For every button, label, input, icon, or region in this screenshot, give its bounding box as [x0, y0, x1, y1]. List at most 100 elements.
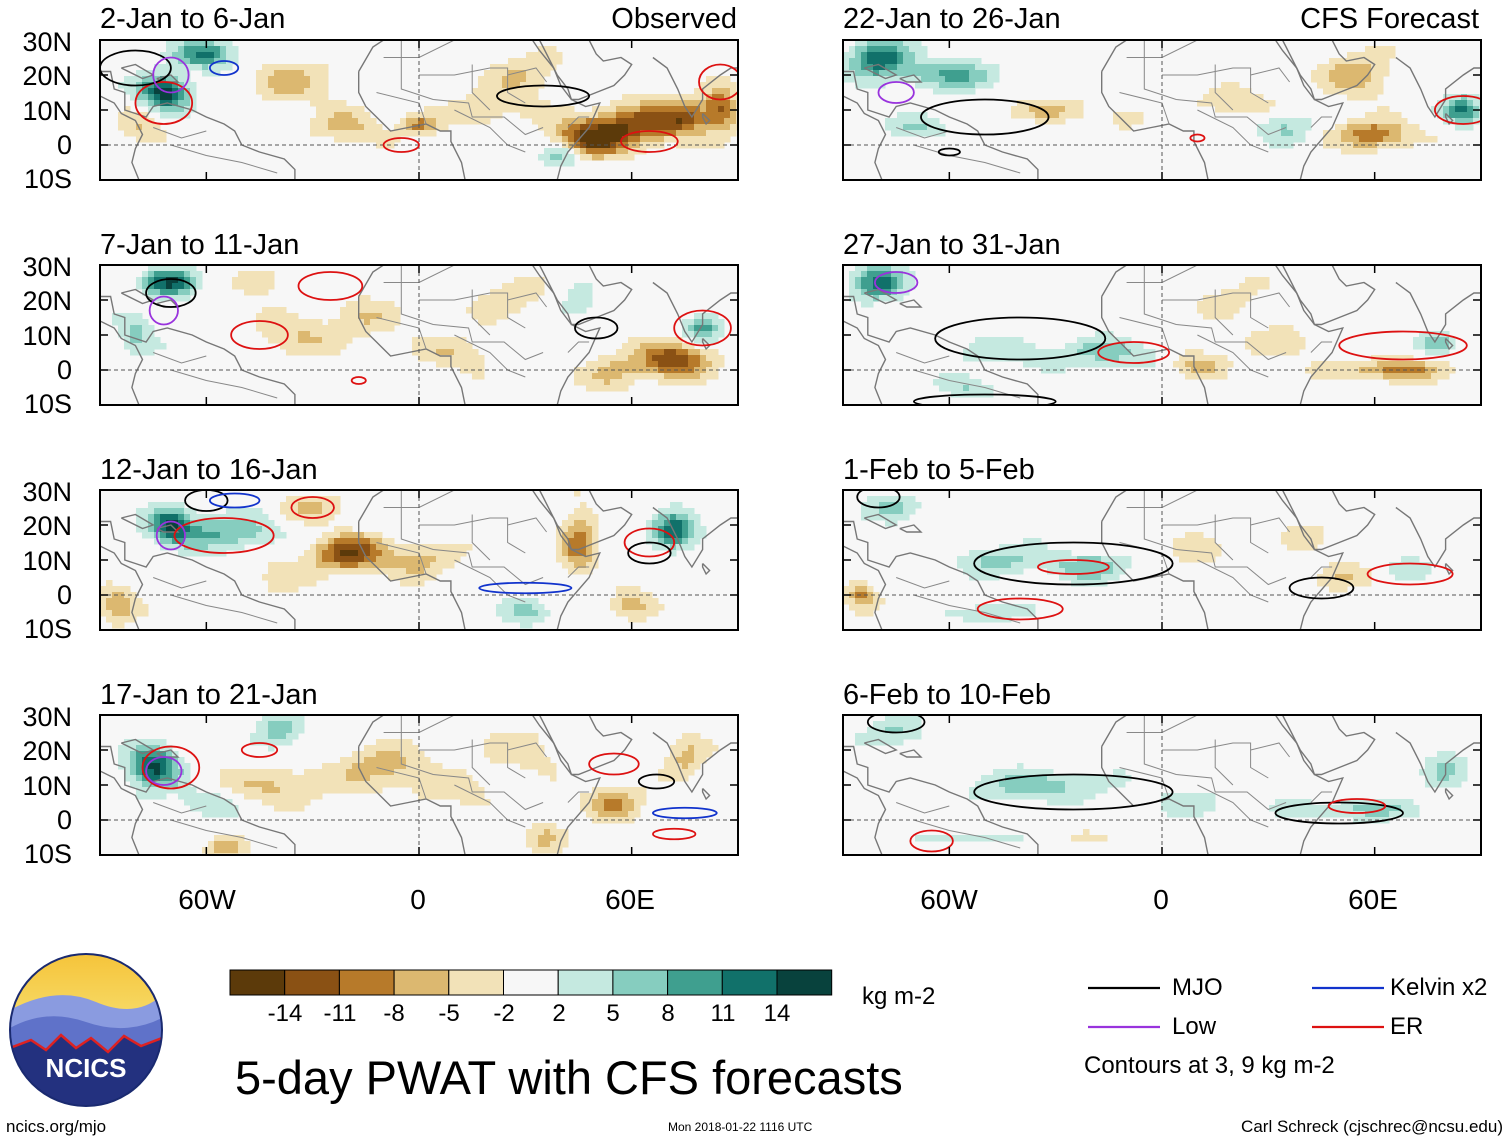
country-border [1214, 289, 1234, 336]
lat-tick-label: 30N [22, 252, 72, 282]
coastline [652, 56, 738, 119]
coastline [156, 749, 180, 758]
country-border [567, 791, 590, 803]
country-border [471, 514, 491, 561]
coastline [1101, 265, 1127, 297]
country-border [1143, 40, 1287, 136]
coastline [843, 520, 1039, 630]
figure-title: 5-day PWAT with CFS forecasts [235, 1051, 903, 1104]
panel-title: 2-Jan to 6-Jan [100, 3, 286, 35]
coastline [358, 40, 384, 72]
contour-er [673, 309, 732, 347]
lat-tick-label: 10S [23, 389, 72, 419]
panel-title: 22-Jan to 26-Jan [843, 3, 1061, 35]
country-border [454, 784, 526, 828]
lat-tick-label: 0 [56, 805, 72, 835]
colorbar-swatch [229, 969, 286, 996]
coastline [100, 770, 144, 855]
anomaly-field [849, 265, 1456, 398]
contour-er [1097, 341, 1170, 364]
coastline [1274, 265, 1345, 405]
lat-tick-label: 0 [56, 355, 72, 385]
coastline [843, 770, 887, 855]
contour-note: Contours at 3, 9 kg m-2 [1084, 1052, 1335, 1079]
country-border [913, 144, 1021, 174]
anomaly-field [843, 40, 1481, 155]
map-panel [842, 264, 1482, 406]
colorbar-tick: -5 [438, 1000, 460, 1027]
country-border [896, 127, 950, 139]
contour-kel [208, 60, 240, 76]
contour-er [976, 597, 1064, 621]
country-border [1310, 116, 1333, 128]
country-border [1162, 742, 1269, 779]
coastline [843, 545, 887, 630]
coastline [538, 715, 633, 776]
coastline [1101, 715, 1127, 747]
country-border [400, 265, 544, 361]
contour-kel [208, 492, 261, 509]
lat-tick-label: 30N [22, 27, 72, 57]
coastline [652, 281, 738, 344]
coastline [701, 788, 711, 801]
lat-tick-label: 10N [22, 771, 72, 801]
country-border [471, 64, 491, 111]
website-link[interactable]: ncics.org/mjo [6, 1117, 107, 1136]
country-border [1310, 791, 1333, 803]
contour-er [134, 81, 194, 125]
colorbar-swatch [776, 969, 833, 996]
country-border [1162, 67, 1269, 104]
contour-mjo [973, 773, 1174, 811]
panel-title: 7-Jan to 11-Jan [100, 229, 300, 261]
country-border [567, 341, 590, 353]
coastline [843, 95, 887, 180]
coastline [100, 95, 144, 180]
contour-mjo [627, 541, 672, 565]
coastline [843, 745, 1039, 855]
coastline [701, 338, 711, 351]
contour-mjo [574, 316, 619, 340]
coastline [701, 563, 711, 576]
lat-tick-label: 0 [56, 130, 72, 160]
panel-title: 1-Feb to 5-Feb [843, 454, 1035, 486]
coastline [899, 749, 923, 758]
lat-tick-label: 20N [22, 511, 72, 541]
anomaly-field [118, 715, 719, 855]
coastline [843, 320, 887, 405]
contour-mjo [856, 490, 901, 509]
country-border [419, 67, 526, 104]
contour-er [1366, 562, 1454, 586]
country-border [1143, 715, 1287, 811]
coastline [538, 40, 633, 101]
lat-tick-label: 0 [56, 580, 72, 610]
country-border [170, 594, 278, 624]
country-border [507, 517, 547, 533]
coastline [538, 265, 633, 326]
contour-legend [1088, 986, 1384, 1029]
map-panel [99, 489, 739, 631]
country-border [1214, 514, 1234, 561]
contour-mjo [100, 49, 172, 87]
contour-er [382, 137, 420, 153]
coastline [1395, 56, 1481, 119]
coastline [1281, 40, 1376, 101]
map-panel [842, 489, 1482, 631]
colorbar-swatch [448, 969, 504, 996]
country-border [913, 369, 1021, 399]
country-border [896, 802, 950, 814]
coastline [358, 265, 384, 297]
country-border [1197, 784, 1269, 828]
colorbar-swatch [284, 969, 340, 996]
lon-tick-label: 60W [920, 884, 978, 915]
lon-tick-label: 60E [605, 884, 655, 915]
country-border [454, 559, 526, 603]
contour-er [350, 376, 367, 385]
colorbar-tick: 5 [606, 1000, 620, 1027]
coastline [863, 63, 898, 80]
contour-mjo [920, 98, 1050, 136]
colorbar-tick: 14 [763, 1000, 791, 1027]
country-border [1310, 341, 1333, 353]
lat-tick-label: 10S [23, 839, 72, 869]
contour-er [588, 752, 640, 776]
